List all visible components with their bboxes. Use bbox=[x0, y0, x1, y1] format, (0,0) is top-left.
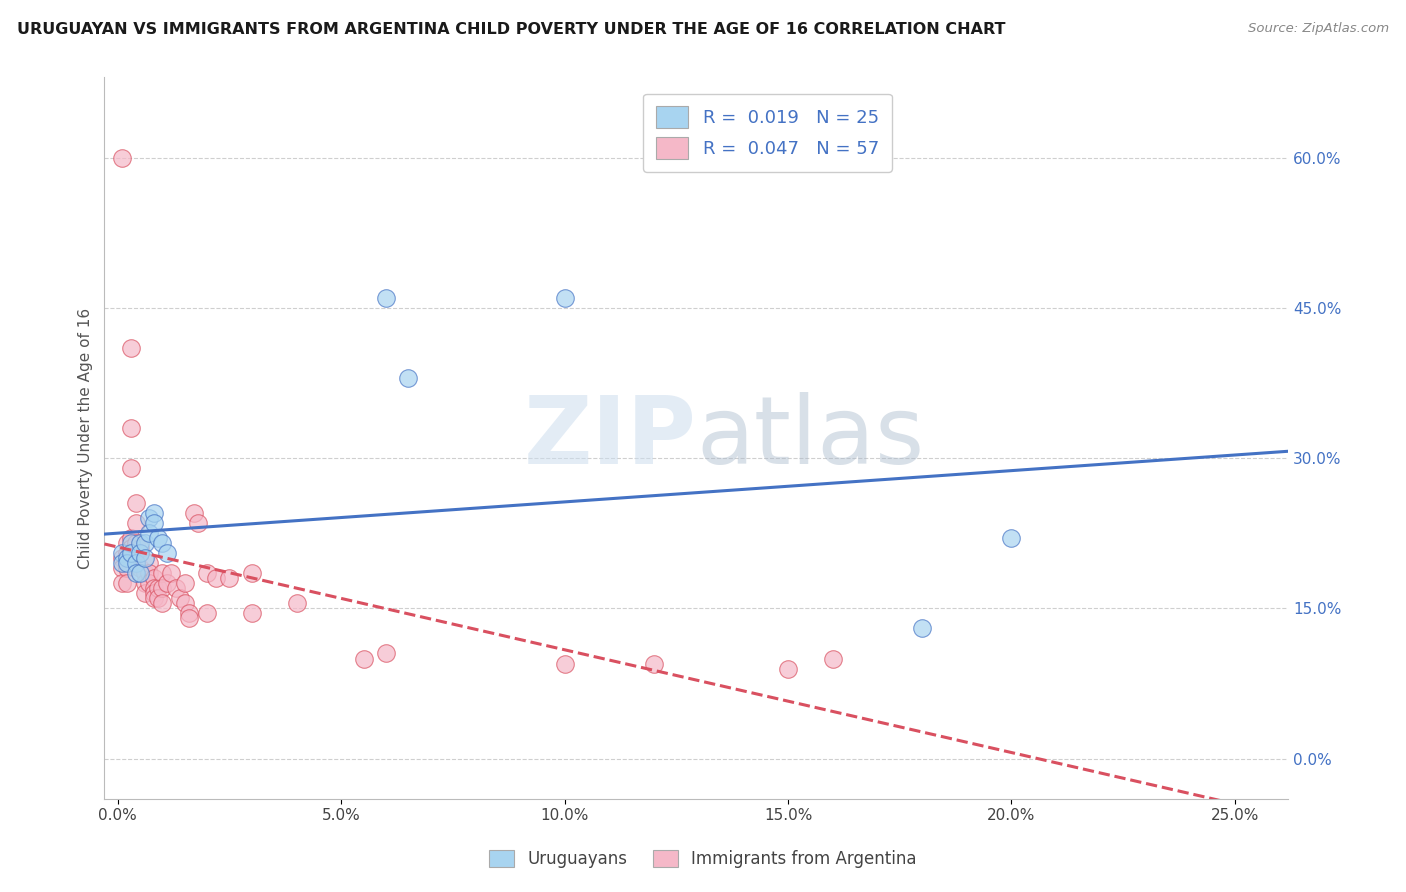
Point bbox=[111, 546, 134, 560]
Point bbox=[146, 591, 169, 606]
Point bbox=[124, 496, 146, 510]
Point bbox=[146, 582, 169, 596]
Point bbox=[374, 291, 396, 305]
Point bbox=[129, 541, 152, 556]
Point bbox=[195, 566, 218, 581]
Legend: Uruguayans, Immigrants from Argentina: Uruguayans, Immigrants from Argentina bbox=[482, 843, 924, 875]
Point bbox=[134, 536, 156, 550]
Point bbox=[218, 571, 240, 585]
Point bbox=[142, 516, 165, 531]
Point bbox=[129, 536, 152, 550]
Point bbox=[129, 546, 152, 560]
Point bbox=[138, 576, 160, 591]
Point bbox=[776, 661, 799, 675]
Point bbox=[142, 506, 165, 520]
Point bbox=[911, 622, 934, 636]
Point bbox=[179, 611, 201, 625]
Point bbox=[124, 566, 146, 581]
Point bbox=[111, 557, 134, 571]
Point bbox=[142, 571, 165, 585]
Point bbox=[152, 596, 174, 610]
Point bbox=[179, 607, 201, 621]
Point bbox=[120, 541, 142, 556]
Text: atlas: atlas bbox=[696, 392, 925, 484]
Point bbox=[142, 582, 165, 596]
Point bbox=[156, 576, 179, 591]
Point bbox=[120, 461, 142, 475]
Point bbox=[285, 596, 308, 610]
Point bbox=[138, 526, 160, 541]
Point bbox=[169, 591, 191, 606]
Point bbox=[374, 647, 396, 661]
Point bbox=[129, 546, 152, 560]
Text: ZIP: ZIP bbox=[523, 392, 696, 484]
Point bbox=[115, 561, 138, 575]
Point bbox=[134, 576, 156, 591]
Point bbox=[138, 511, 160, 525]
Point bbox=[111, 551, 134, 566]
Point bbox=[240, 607, 263, 621]
Point bbox=[152, 582, 174, 596]
Point bbox=[115, 546, 138, 560]
Point bbox=[643, 657, 665, 671]
Text: URUGUAYAN VS IMMIGRANTS FROM ARGENTINA CHILD POVERTY UNDER THE AGE OF 16 CORRELA: URUGUAYAN VS IMMIGRANTS FROM ARGENTINA C… bbox=[17, 22, 1005, 37]
Point bbox=[134, 566, 156, 581]
Point bbox=[111, 561, 134, 575]
Point bbox=[165, 582, 187, 596]
Point bbox=[183, 506, 205, 520]
Point bbox=[129, 561, 152, 575]
Point bbox=[205, 571, 228, 585]
Point bbox=[353, 651, 375, 665]
Point bbox=[120, 536, 142, 550]
Point bbox=[120, 531, 142, 545]
Point bbox=[115, 536, 138, 550]
Point bbox=[160, 566, 183, 581]
Point bbox=[152, 536, 174, 550]
Point bbox=[120, 341, 142, 355]
Point bbox=[138, 566, 160, 581]
Point bbox=[111, 151, 134, 165]
Point bbox=[115, 576, 138, 591]
Point bbox=[173, 576, 195, 591]
Point bbox=[173, 596, 195, 610]
Point bbox=[195, 607, 218, 621]
Point bbox=[142, 586, 165, 600]
Point bbox=[152, 566, 174, 581]
Point bbox=[821, 651, 844, 665]
Point bbox=[138, 557, 160, 571]
Point bbox=[156, 546, 179, 560]
Point bbox=[111, 576, 134, 591]
Point bbox=[142, 591, 165, 606]
Point bbox=[129, 566, 152, 581]
Y-axis label: Child Poverty Under the Age of 16: Child Poverty Under the Age of 16 bbox=[79, 308, 93, 569]
Point bbox=[120, 421, 142, 435]
Point bbox=[396, 371, 419, 385]
Point bbox=[554, 291, 576, 305]
Legend: R =  0.019   N = 25, R =  0.047   N = 57: R = 0.019 N = 25, R = 0.047 N = 57 bbox=[643, 94, 891, 172]
Text: Source: ZipAtlas.com: Source: ZipAtlas.com bbox=[1249, 22, 1389, 36]
Point bbox=[187, 516, 209, 531]
Point bbox=[124, 516, 146, 531]
Point bbox=[124, 536, 146, 550]
Point bbox=[120, 546, 142, 560]
Point bbox=[124, 557, 146, 571]
Point bbox=[1000, 531, 1022, 545]
Point bbox=[115, 557, 138, 571]
Point bbox=[240, 566, 263, 581]
Point bbox=[134, 586, 156, 600]
Point bbox=[134, 551, 156, 566]
Point bbox=[554, 657, 576, 671]
Point bbox=[115, 551, 138, 566]
Point bbox=[146, 531, 169, 545]
